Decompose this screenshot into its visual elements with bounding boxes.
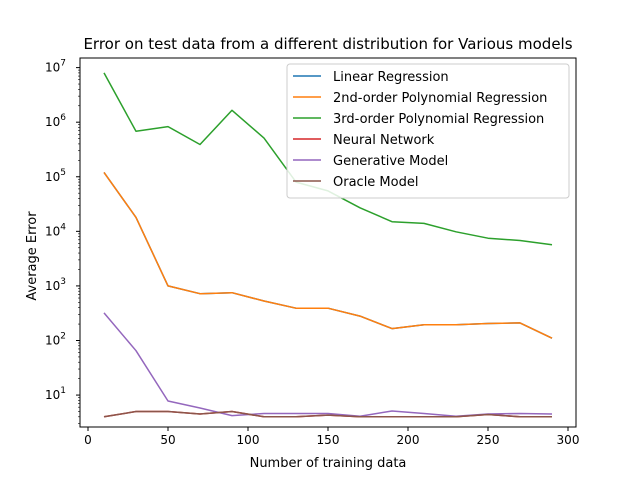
y-tick-label: 102	[45, 331, 66, 347]
legend-label-0: Linear Regression	[333, 70, 449, 85]
legend-label-3: Neural Network	[333, 133, 435, 148]
x-tick-label: 200	[397, 433, 420, 447]
y-axis-label: Average Error	[25, 211, 40, 301]
x-tick-label: 300	[557, 433, 580, 447]
legend-box	[286, 63, 570, 199]
x-tick-label: 50	[160, 433, 175, 447]
x-tick-label: 150	[317, 433, 340, 447]
legend-label-1: 2nd-order Polynomial Regression	[333, 91, 547, 106]
legend-label-2: 3rd-order Polynomial Regression	[333, 112, 544, 127]
x-tick-label: 100	[237, 433, 260, 447]
series-line-5	[103, 410, 552, 418]
series-line-4	[103, 312, 553, 417]
axis-ticks: 0 50 100 150 200 250 300 101 102 103 104 105 106 107	[45, 59, 579, 447]
y-tick-label: 101	[45, 386, 66, 402]
x-tick-label: 0	[84, 433, 92, 447]
y-tick-label: 107	[45, 59, 66, 75]
x-tick-label: 250	[477, 433, 500, 447]
legend-label-5: Oracle Model	[333, 175, 418, 190]
legend: Linear Regression 2nd-order Polynomial Re…	[286, 63, 570, 199]
legend-label-4: Generative Model	[333, 154, 448, 169]
y-tick-label: 105	[45, 168, 66, 184]
series-line-1	[103, 171, 553, 339]
y-tick-label: 104	[45, 222, 66, 238]
x-axis-label: Number of training data	[250, 456, 407, 471]
chart-title: Error on test data from a different dist…	[83, 35, 572, 53]
y-tick-label: 106	[45, 113, 66, 129]
y-tick-label: 103	[45, 277, 66, 293]
